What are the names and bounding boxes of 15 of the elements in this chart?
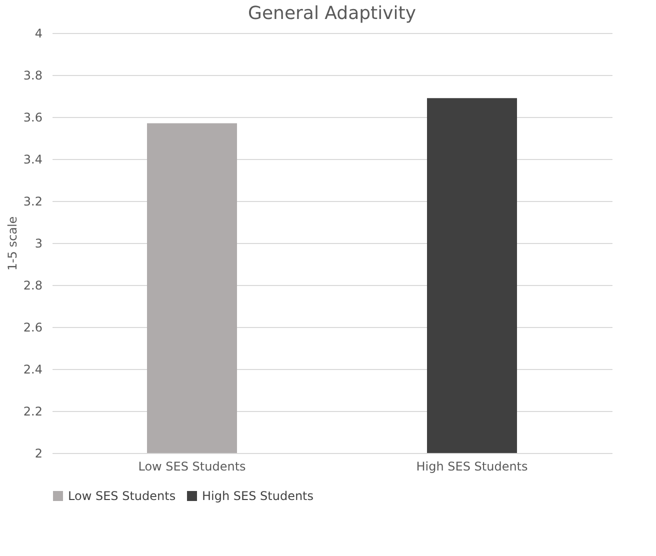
y-tick-label: 2 [34,446,42,460]
chart-title: General Adaptivity [248,3,416,24]
y-tick-label: 3.4 [23,152,42,166]
y-tick-label: 2.2 [23,404,42,418]
y-tick-label: 2.8 [23,278,42,292]
y-tick-label: 3 [34,236,42,250]
legend-label: Low SES Students [68,489,176,503]
y-tick-label: 3.8 [23,68,42,82]
y-tick-label: 4 [34,26,42,40]
y-tick-label: 3.2 [23,194,42,208]
y-axis-title: 1-5 scale [5,216,20,271]
legend-label: High SES Students [202,489,314,503]
y-tick-label: 2.4 [23,362,42,376]
y-tick-label: 2.6 [23,320,42,334]
y-tick-label: 3.6 [23,110,42,124]
